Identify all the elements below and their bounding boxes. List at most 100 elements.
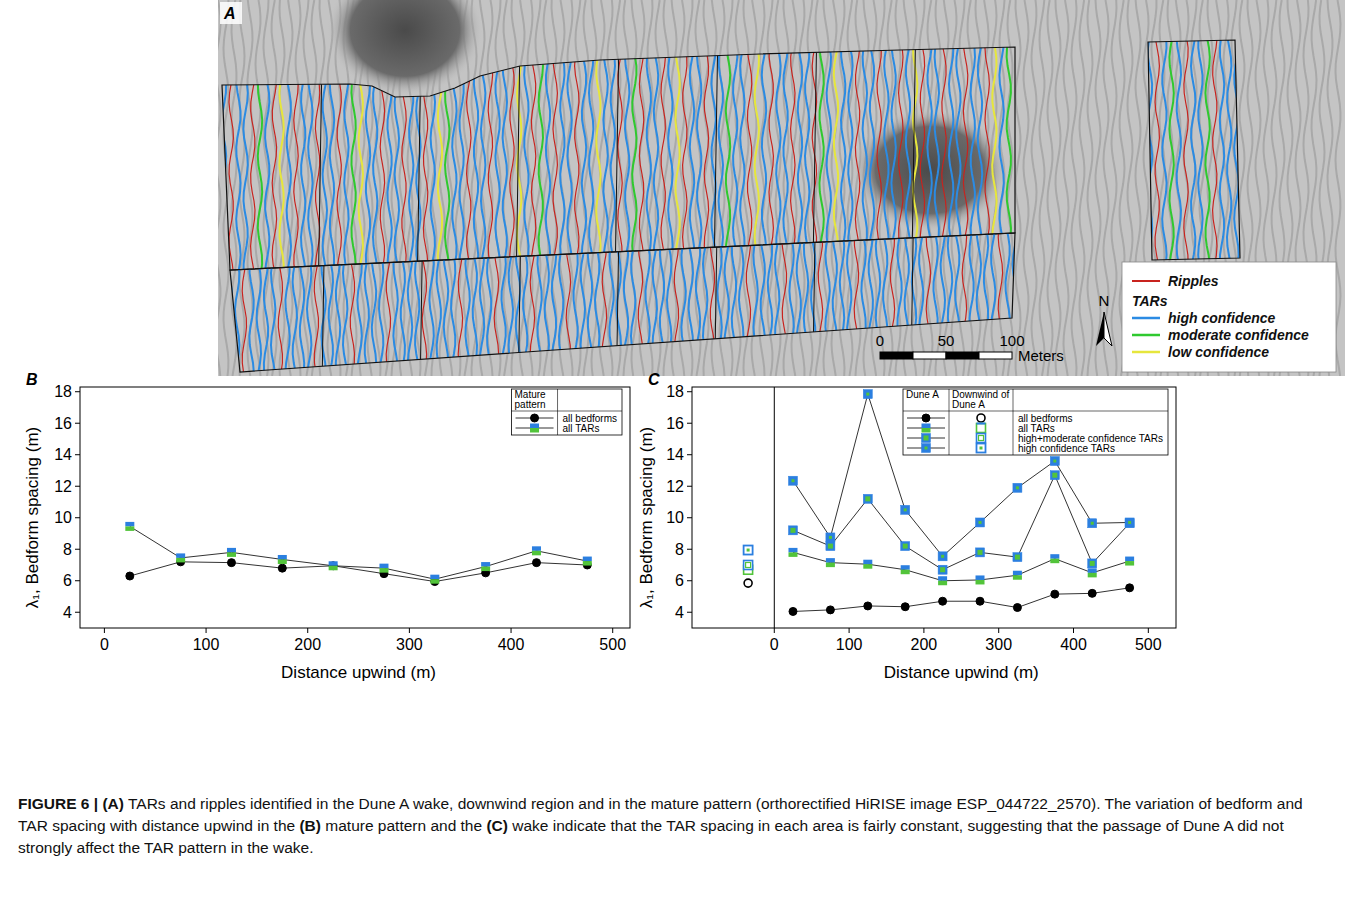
x-tick	[409, 628, 410, 633]
texture	[1056, 0, 1061, 376]
legend-label: moderate confidence	[1168, 327, 1309, 343]
traced-line	[509, 30, 513, 372]
traced-line	[732, 30, 736, 372]
point	[864, 602, 872, 610]
traced-line	[755, 30, 759, 372]
point	[1013, 604, 1021, 612]
x-tick	[307, 628, 308, 633]
legend-swatch	[530, 424, 539, 433]
traced-line	[733, 30, 737, 372]
legend-swatch	[977, 414, 985, 422]
traced-line	[661, 30, 665, 372]
traced-line	[588, 30, 592, 372]
traced-line	[523, 30, 527, 372]
marker-part	[1088, 568, 1097, 573]
marker-part	[829, 536, 832, 539]
texture	[1032, 0, 1037, 376]
marker-part	[329, 566, 338, 571]
marker-part	[481, 562, 490, 567]
point	[789, 607, 797, 615]
marker-part	[901, 565, 910, 570]
series-line	[130, 562, 587, 582]
marker-part	[532, 559, 540, 567]
traced-line	[373, 30, 377, 372]
traced-line	[847, 30, 851, 372]
legend-label: high confidence	[1168, 310, 1276, 326]
x-tick	[612, 628, 613, 633]
y-tick	[75, 486, 80, 487]
traced-line	[387, 30, 391, 372]
y-tick	[687, 454, 692, 455]
marker-part	[1125, 557, 1134, 562]
traced-line	[854, 30, 858, 372]
scale-bar-segment	[913, 352, 946, 359]
marker-part	[531, 414, 539, 422]
marker-part	[744, 560, 753, 569]
legend-swatch	[1132, 334, 1160, 337]
traced-line	[603, 30, 607, 372]
x-tick-label: 200	[911, 636, 938, 653]
marker-part	[865, 496, 870, 501]
y-tick-label: 4	[675, 604, 684, 621]
y-tick	[75, 612, 80, 613]
downwind-point	[744, 579, 752, 587]
point	[939, 597, 947, 605]
legend-swatch	[977, 444, 986, 453]
point	[1050, 457, 1059, 466]
marker-part	[1013, 575, 1022, 580]
traced-line	[1013, 30, 1017, 372]
marker-part	[789, 607, 797, 615]
legend-rule	[1013, 389, 1014, 455]
legend-swatch-line	[907, 448, 945, 449]
traced-line	[789, 30, 793, 372]
traced-line	[933, 30, 937, 372]
traced-line	[955, 30, 959, 372]
traced-line	[278, 30, 282, 372]
traced-line	[912, 30, 916, 372]
traced-line	[667, 30, 671, 372]
texture	[1040, 0, 1045, 376]
traced-line	[451, 30, 455, 372]
marker-part	[922, 428, 931, 433]
texture	[256, 0, 261, 376]
texture	[1096, 0, 1101, 376]
traced-line	[315, 30, 319, 372]
traced-line	[480, 30, 484, 372]
point	[976, 548, 985, 557]
point	[1088, 519, 1097, 528]
marker-part	[1088, 519, 1097, 528]
point	[1050, 471, 1059, 480]
traced-line	[948, 30, 952, 372]
x-tick-label: 400	[1060, 636, 1087, 653]
texture	[624, 0, 629, 376]
traced-line	[681, 30, 685, 372]
marker-part	[1050, 559, 1059, 564]
x-tick-label: 100	[836, 636, 863, 653]
texture	[496, 0, 501, 376]
caption: FIGURE 6 | (A) TARs and ripples identifi…	[18, 793, 1336, 859]
legend-swatch	[1132, 280, 1160, 282]
marker-part	[1050, 457, 1059, 466]
point	[826, 533, 835, 542]
point	[177, 558, 185, 566]
marker-part	[126, 572, 134, 580]
legend-header: Dune A	[906, 389, 939, 400]
point	[938, 552, 947, 561]
traced-line	[386, 30, 390, 372]
point	[938, 576, 947, 585]
marker-part	[826, 606, 834, 614]
point	[901, 603, 909, 611]
y-tick-label: 18	[666, 383, 684, 400]
traced-line	[717, 30, 721, 372]
legend-header: Downwind ofDune A	[952, 389, 1009, 410]
marker-part	[1128, 521, 1131, 524]
marker-part	[828, 544, 833, 549]
caption-bold: (B)	[299, 817, 321, 834]
y-tick	[687, 423, 692, 424]
traced-line	[761, 30, 765, 372]
marker-part	[583, 557, 592, 562]
y-tick	[75, 580, 80, 581]
traced-line	[861, 30, 865, 372]
x-tick-label: 500	[599, 636, 626, 653]
marker-part	[938, 565, 947, 574]
